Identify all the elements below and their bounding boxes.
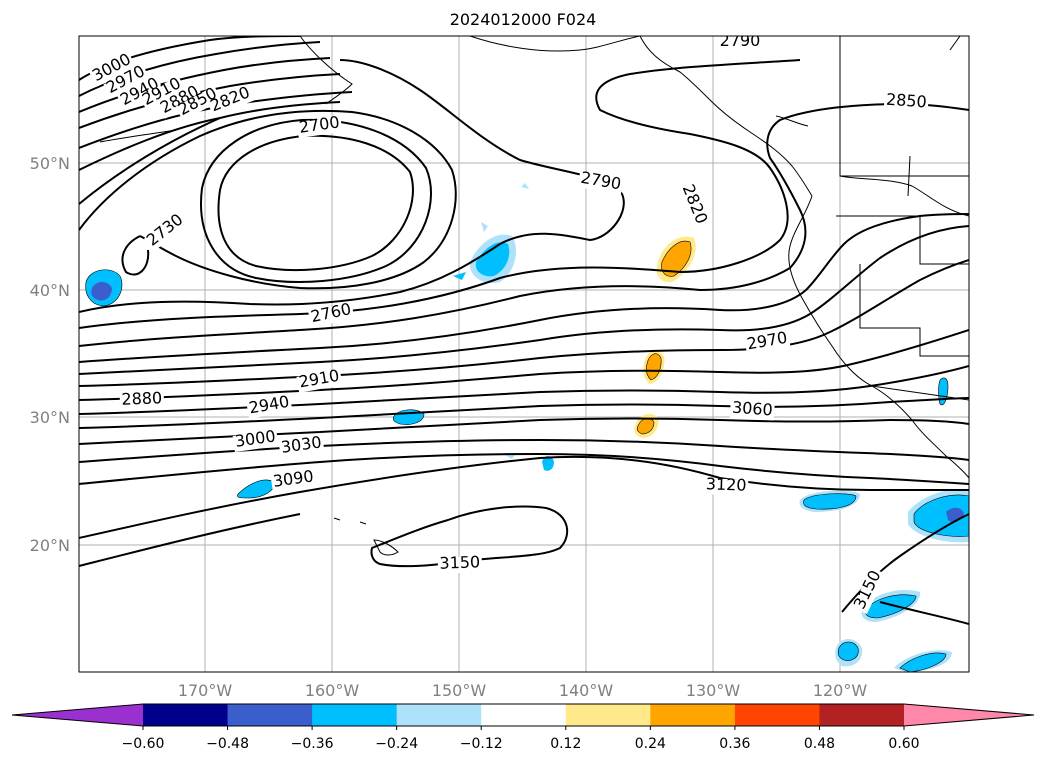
colorbar-box — [227, 704, 313, 726]
map-area — [79, 36, 969, 672]
lon-label: 120°W — [813, 681, 868, 700]
shade-patch — [481, 222, 488, 232]
colorbar-tick-label: −0.36 — [291, 736, 334, 752]
shade-patch — [661, 240, 692, 277]
lon-label: 170°W — [178, 681, 233, 700]
lon-label: 130°W — [686, 681, 741, 700]
colorbar-tick-label: 0.12 — [550, 736, 581, 752]
contour-label: 2880 — [121, 388, 162, 408]
lon-label: 150°W — [432, 681, 487, 700]
shade-patch — [475, 242, 510, 277]
colorbar-tick-label: −0.60 — [122, 736, 165, 752]
colorbar-box — [650, 704, 736, 726]
shade-patch — [521, 183, 529, 189]
contour-3060 — [79, 397, 969, 429]
contour-label: 3060 — [731, 398, 773, 420]
contour-label: 2790 — [720, 31, 761, 50]
colorbar-box — [312, 704, 398, 726]
colorbar-box — [819, 704, 905, 726]
lat-labels: 50°N 40°N 30°N 20°N — [30, 154, 70, 555]
lon-label: 140°W — [559, 681, 614, 700]
colorbar-extend-min — [12, 704, 143, 726]
shaded-fields — [85, 183, 969, 672]
colorbar-tick-label: 0.36 — [719, 736, 750, 752]
colorbar-box — [565, 704, 651, 726]
map-frame — [78, 35, 970, 673]
contour-2850 — [79, 102, 969, 347]
colorbar-box — [734, 704, 820, 726]
shade-patch — [453, 272, 466, 280]
contour-2700 — [217, 134, 414, 272]
shade-patch — [505, 455, 515, 459]
shade-patch — [645, 353, 662, 381]
shade-patch — [803, 493, 857, 510]
colorbar-tick-label: 0.48 — [804, 736, 835, 752]
colorbar-extend-max — [904, 704, 1034, 726]
colorbar: −0.60 −0.48 −0.36 −0.24 −0.12 0.12 0.24 0.36 0.4… — [11, 703, 1035, 752]
shade-patch — [237, 479, 275, 499]
contour-3120 — [79, 452, 969, 485]
lat-label: 40°N — [30, 281, 70, 300]
graticule — [79, 36, 969, 672]
shade-patch — [913, 494, 969, 537]
contour-label-group: 3000 2970 2940 2910 2880 2850 2820 2700 … — [89, 31, 929, 614]
shade-patch — [542, 456, 554, 471]
colorbar-tick-label: 0.24 — [635, 736, 666, 752]
shade-patch — [899, 652, 947, 672]
lat-label: 20°N — [30, 536, 70, 555]
contour-2730 — [79, 109, 457, 290]
colorbar-tick-label: −0.12 — [460, 736, 503, 752]
colorbar-tick-label: −0.48 — [206, 736, 249, 752]
lat-label: 50°N — [30, 154, 70, 173]
contour-label: 3150 — [439, 552, 480, 572]
lon-labels: 170°W 160°W 150°W 140°W 130°W 120°W — [178, 681, 868, 700]
shade-patch — [837, 641, 859, 661]
shade-patch — [91, 282, 112, 301]
coastline — [299, 36, 353, 105]
lon-label: 160°W — [305, 681, 360, 700]
contour-2760 — [79, 59, 625, 313]
contour-label: 3120 — [706, 474, 747, 494]
hawaii-islands — [333, 517, 399, 556]
colorbar-box — [143, 704, 229, 726]
contour-label: 2850 — [885, 90, 927, 112]
colorbar-box — [481, 704, 567, 726]
lat-label: 30°N — [30, 408, 70, 427]
colorbar-tick-label: −0.24 — [375, 736, 418, 752]
map-title: 2024012000 F024 — [450, 10, 597, 29]
colorbar-tick-label: 0.60 — [888, 736, 919, 752]
colorbar-box — [396, 704, 482, 726]
contour-2970 — [79, 259, 969, 387]
